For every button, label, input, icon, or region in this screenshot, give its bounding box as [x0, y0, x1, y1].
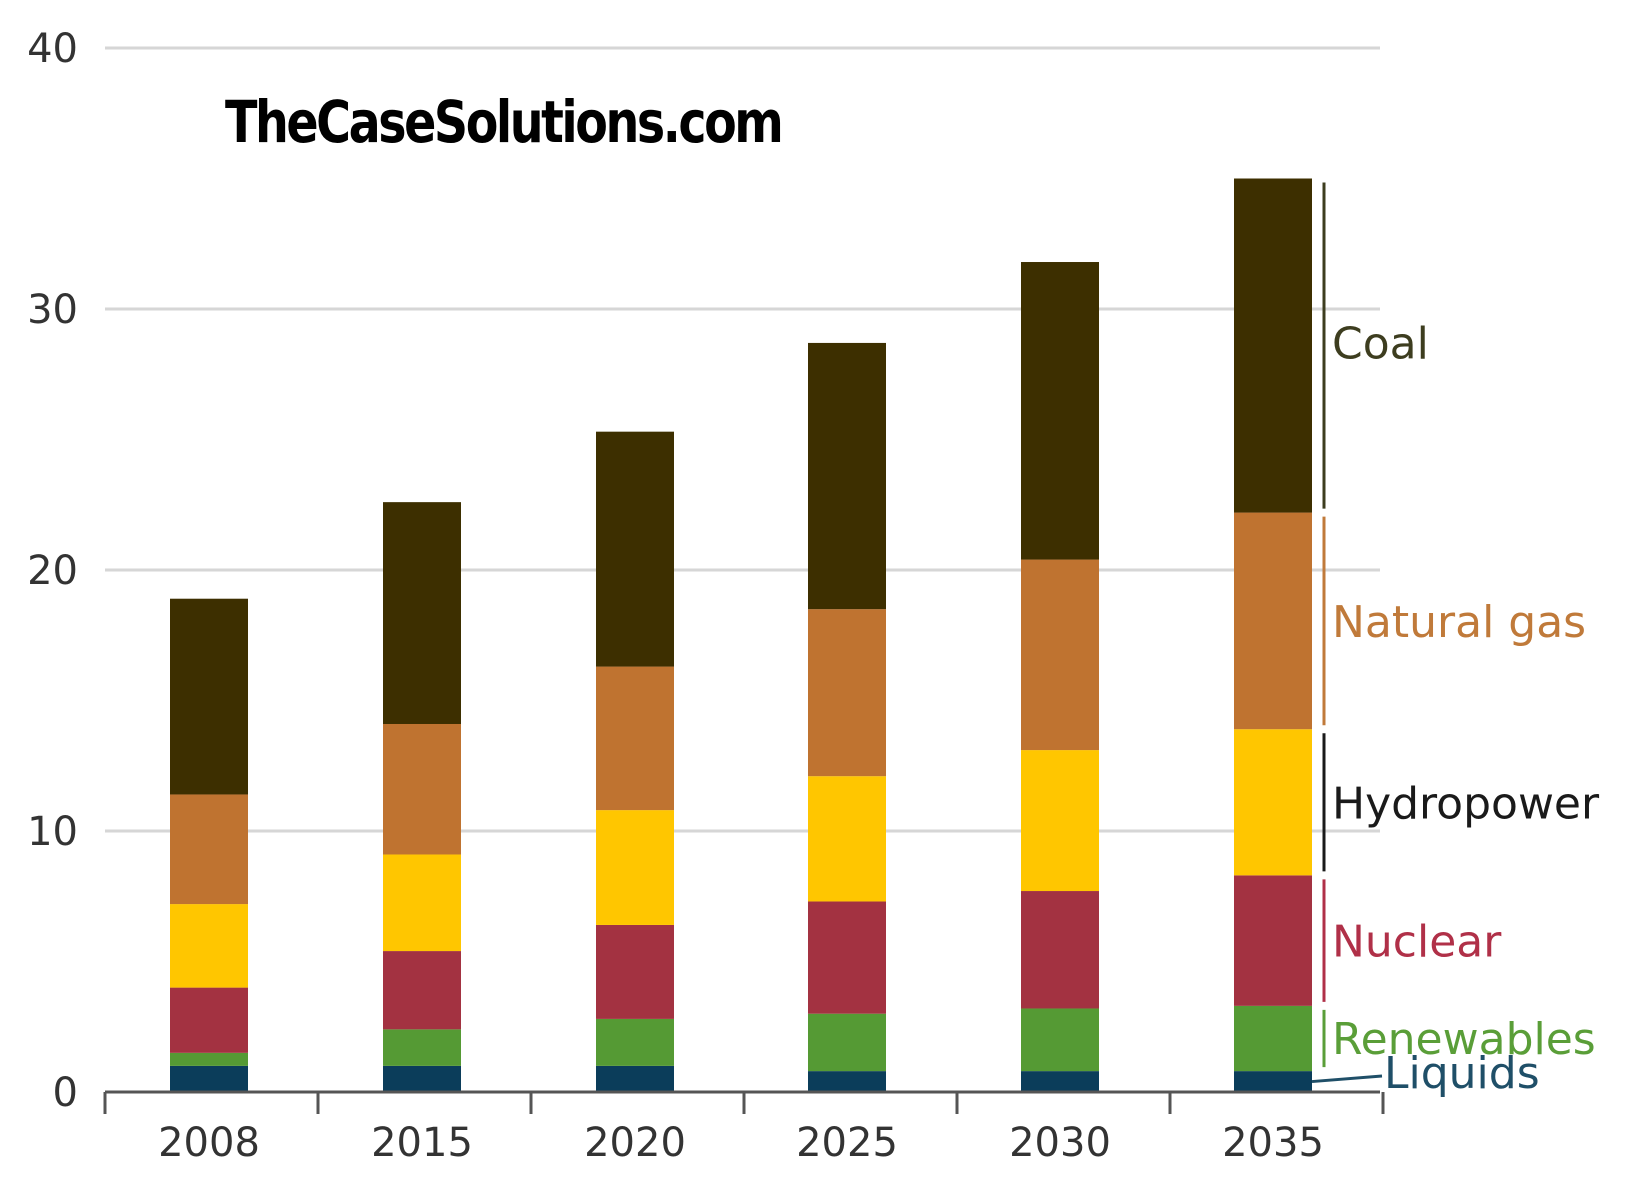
series-label-hydropower: Hydropower — [1332, 778, 1600, 829]
bar-2035-liquids — [1234, 1071, 1312, 1092]
bar-2025-coal — [808, 342, 886, 610]
bar-2015-natural-gas — [383, 723, 461, 855]
x-tick-2015: 2015 — [371, 1120, 473, 1166]
bar-2025-natural-gas — [808, 609, 886, 777]
x-tick-2020: 2020 — [584, 1120, 686, 1166]
bar-2030-nuclear — [1021, 891, 1099, 1009]
x-tick-2030: 2030 — [1009, 1120, 1111, 1166]
bar-2030-coal — [1021, 262, 1099, 560]
y-axis-tick-labels: 0 10 20 30 40 — [27, 26, 78, 1116]
bar-2020-nuclear — [596, 924, 674, 1019]
bar-2025-hydropower — [808, 776, 886, 902]
series-label-nuclear: Nuclear — [1332, 917, 1502, 968]
bar-2015-nuclear — [383, 951, 461, 1030]
series-label-coal: Coal — [1332, 319, 1429, 370]
bar-2030-hydropower — [1021, 750, 1099, 892]
bar-2008-nuclear — [170, 987, 248, 1053]
x-tick-2025: 2025 — [796, 1120, 898, 1166]
leader-liquids — [1311, 1074, 1383, 1084]
y-tick-30: 30 — [27, 287, 78, 333]
bar-2015-coal — [383, 502, 461, 724]
bar-2035-nuclear — [1234, 875, 1312, 1006]
bar-2020-renewables — [596, 1018, 674, 1066]
bar-2025-nuclear — [808, 901, 886, 1014]
bar-2025-liquids — [808, 1071, 886, 1092]
x-axis: 2008 2015 2020 2025 2030 2035 — [103, 1090, 1385, 1166]
bar-2015-liquids — [383, 1065, 461, 1092]
bar-2020-natural-gas — [596, 666, 674, 811]
y-tick-0: 0 — [53, 1070, 78, 1116]
bar-stacks — [170, 178, 1312, 1092]
bar-2015-renewables — [383, 1029, 461, 1066]
bar-2008-renewables — [170, 1052, 248, 1066]
bar-2035-hydropower — [1234, 729, 1312, 876]
x-tick-2008: 2008 — [158, 1120, 260, 1166]
series-label-natural-gas: Natural gas — [1332, 597, 1586, 648]
bar-2008-liquids — [170, 1065, 248, 1092]
bar-2030-renewables — [1021, 1008, 1099, 1072]
bar-2035-coal — [1234, 178, 1312, 513]
y-tick-10: 10 — [27, 809, 78, 855]
series-label-liquids: Liquids — [1384, 1048, 1540, 1099]
gridlines — [105, 46, 1380, 833]
bar-2035-natural-gas — [1234, 512, 1312, 730]
bar-2015-hydropower — [383, 854, 461, 952]
bar-2035-renewables — [1234, 1005, 1312, 1072]
bar-2025-renewables — [808, 1013, 886, 1072]
bar-2030-natural-gas — [1021, 559, 1099, 751]
x-tick-2035: 2035 — [1222, 1120, 1324, 1166]
bar-2020-hydropower — [596, 810, 674, 925]
y-tick-20: 20 — [27, 548, 78, 594]
y-tick-40: 40 — [27, 26, 78, 72]
bar-2008-coal — [170, 598, 248, 795]
bar-2030-liquids — [1021, 1071, 1099, 1092]
bar-2020-liquids — [596, 1065, 674, 1092]
bar-2020-coal — [596, 431, 674, 667]
series-label-renewables: Renewables — [1332, 1014, 1596, 1065]
bar-2008-hydropower — [170, 904, 248, 988]
bar-2008-natural-gas — [170, 794, 248, 905]
watermark-text: TheCaseSolutions.com — [225, 88, 784, 156]
